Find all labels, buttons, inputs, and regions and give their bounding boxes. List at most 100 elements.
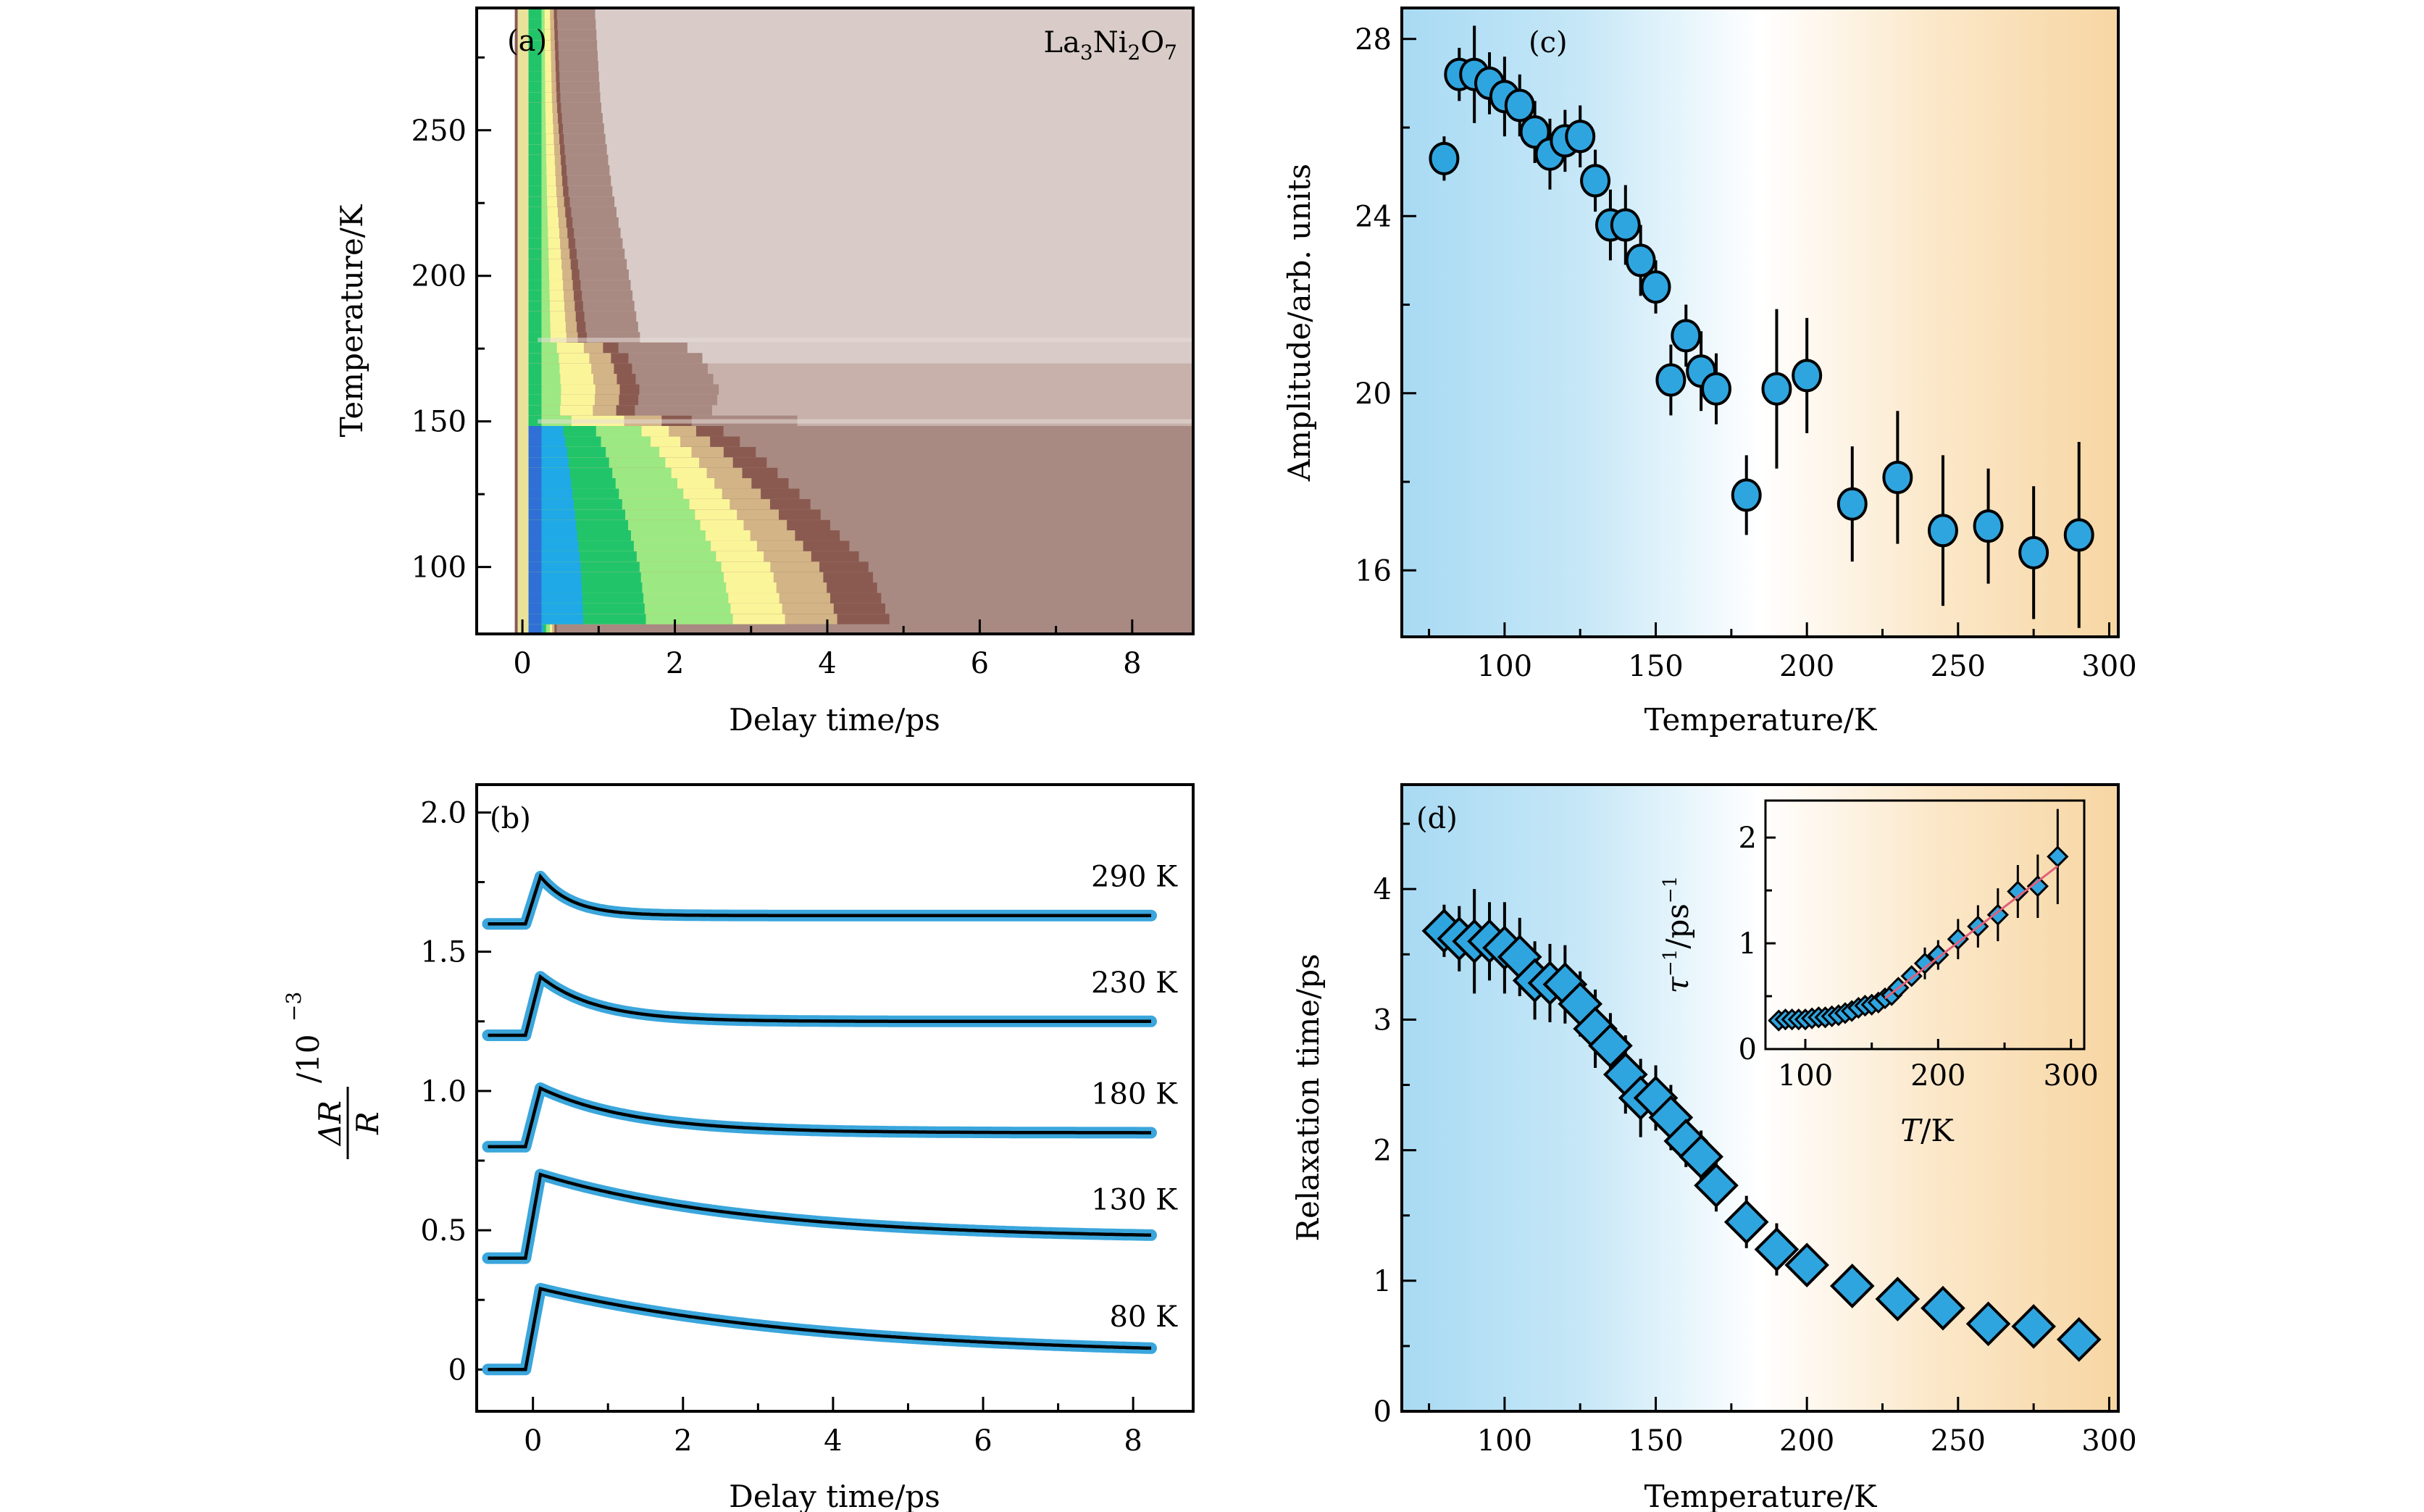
heatmap-cell bbox=[526, 425, 542, 437]
panel-d-plot: 100 150 200 250 300 0 1 2 3 4 bbox=[1374, 822, 2137, 1458]
heatmap-cell bbox=[526, 530, 542, 541]
heatmap-cell bbox=[526, 582, 542, 593]
y-tick-label: 200 bbox=[411, 260, 467, 293]
heatmap-cell bbox=[526, 613, 542, 625]
heatmap-cell bbox=[526, 341, 542, 354]
x-tick-label: 200 bbox=[1779, 1424, 1834, 1458]
inset-x-tick-label: 200 bbox=[1910, 1059, 1965, 1093]
heatmap-cell bbox=[526, 519, 542, 530]
heatmap-cell bbox=[526, 488, 542, 499]
heatmap-cell bbox=[526, 28, 1193, 41]
heatmap-cell bbox=[526, 289, 542, 301]
y-tick-label: 24 bbox=[1355, 200, 1392, 233]
data-point bbox=[1640, 270, 1671, 304]
data-trace bbox=[482, 1082, 1157, 1153]
heatmap-cell bbox=[526, 80, 542, 93]
heatmap-cell bbox=[526, 28, 542, 41]
svg-text:/10: /10 bbox=[291, 1034, 326, 1083]
heatmap-cell bbox=[526, 91, 542, 103]
data-point bbox=[1723, 1199, 1769, 1245]
heatmap-cell bbox=[526, 404, 542, 416]
heatmap-cell bbox=[526, 112, 542, 124]
data-point bbox=[1792, 359, 1823, 393]
series-label: 230 K bbox=[1091, 966, 1178, 1000]
x-tick-label: 100 bbox=[1477, 650, 1532, 683]
svg-text:T/K: T/K bbox=[1900, 1113, 1955, 1148]
x-tick-label: 250 bbox=[1931, 1424, 1986, 1458]
panel-b-label: (b) bbox=[490, 802, 531, 835]
data-trace bbox=[482, 1282, 1157, 1376]
data-point bbox=[1700, 372, 1731, 406]
heatmap-cell bbox=[526, 154, 1193, 165]
heatmap-cell bbox=[526, 269, 542, 280]
panel-b-frame bbox=[475, 783, 1195, 1413]
heatmap-cell bbox=[526, 8, 542, 20]
heatmap-cell bbox=[526, 185, 542, 197]
panel-d-label: (d) bbox=[1416, 802, 1458, 835]
heatmap-cell bbox=[526, 321, 542, 333]
series-label: 180 K bbox=[1091, 1078, 1178, 1111]
heatmap-cell bbox=[526, 310, 1193, 322]
x-tick-label: 250 bbox=[1931, 650, 1986, 683]
heatmap-cell bbox=[526, 175, 1193, 186]
series-label: 290 K bbox=[1091, 861, 1178, 894]
inset-xlabel: T/K bbox=[1900, 1113, 1955, 1148]
heatmap-cell bbox=[526, 279, 1193, 291]
fit-curve bbox=[488, 1085, 1151, 1149]
panel-c-label: (c) bbox=[1529, 26, 1568, 59]
heatmap-cell bbox=[526, 435, 542, 447]
inset-plot: 100 200 300 0 1 2 bbox=[1739, 809, 2099, 1093]
heatmap-cell bbox=[526, 70, 1193, 82]
heatmap-cell bbox=[526, 393, 542, 406]
data-point bbox=[1694, 1163, 1739, 1208]
panel-c-ylabel: Amplitude/arb. units bbox=[1282, 164, 1317, 482]
data-point bbox=[1882, 460, 1913, 494]
fit-curve bbox=[488, 873, 1151, 926]
data-point bbox=[1761, 372, 1792, 406]
panel-d-ylabel: Relaxation time/ps bbox=[1290, 953, 1326, 1241]
y-tick-label: 4 bbox=[1374, 873, 1392, 906]
data-point bbox=[1588, 1023, 1633, 1069]
panel-a-xlabel: Delay time/ps bbox=[729, 702, 940, 738]
inset-y-tick-label: 0 bbox=[1739, 1033, 1757, 1066]
heatmap-cell bbox=[526, 101, 1193, 113]
heatmap-cell bbox=[526, 217, 542, 228]
inset-y-tick-label: 2 bbox=[1739, 822, 1757, 855]
data-point bbox=[1754, 1227, 1800, 1272]
inset-ylabel: τ−1/ps−1 bbox=[1660, 876, 1695, 994]
heatmap-cell bbox=[526, 373, 542, 385]
data-point bbox=[1625, 243, 1656, 277]
heatmap-cell bbox=[526, 362, 542, 374]
inset-data-point bbox=[1913, 952, 1936, 974]
inset-data-point bbox=[2007, 880, 2029, 903]
heatmap-cell bbox=[526, 164, 1193, 176]
heatmap-cell bbox=[526, 623, 1193, 634]
heatmap-cell bbox=[526, 310, 542, 322]
heatmap-cell bbox=[526, 39, 1193, 51]
panel-c-frame bbox=[1400, 7, 2120, 638]
data-point bbox=[1655, 363, 1687, 397]
heatmap-cell bbox=[526, 185, 1193, 197]
heatmap-cell bbox=[526, 175, 542, 186]
heatmap-cell bbox=[526, 122, 542, 134]
heatmap-cell bbox=[526, 227, 1193, 238]
x-tick-label: 150 bbox=[1628, 650, 1683, 683]
data-point bbox=[1429, 141, 1460, 175]
panel-b-traces: 0 2 4 6 8 0 0.5 1.0 1.5 2.0 290 K 230 K 180 K 130 K 80… bbox=[282, 783, 1195, 1512]
heatmap-cell bbox=[526, 206, 542, 217]
heatmap-cell bbox=[526, 237, 542, 249]
x-tick-label: 4 bbox=[824, 1424, 842, 1458]
y-tick-label: 2 bbox=[1374, 1135, 1392, 1168]
data-point bbox=[2056, 1317, 2102, 1362]
series-80k: 80 K bbox=[482, 1282, 1178, 1376]
panel-c-plot: 100 150 200 250 300 16 20 24 28 bbox=[1355, 23, 2137, 683]
compound-annotation: La3Ni2O7 bbox=[1044, 26, 1178, 64]
heatmap-cell bbox=[526, 383, 542, 395]
heatmap-cell bbox=[526, 101, 542, 113]
y-tick-label: 20 bbox=[1355, 377, 1392, 411]
panel-b-xlabel: Delay time/ps bbox=[729, 1479, 940, 1512]
inset-data-point bbox=[1947, 928, 1969, 951]
y-tick-label: 1.5 bbox=[420, 936, 467, 969]
heatmap-cell bbox=[526, 196, 542, 207]
